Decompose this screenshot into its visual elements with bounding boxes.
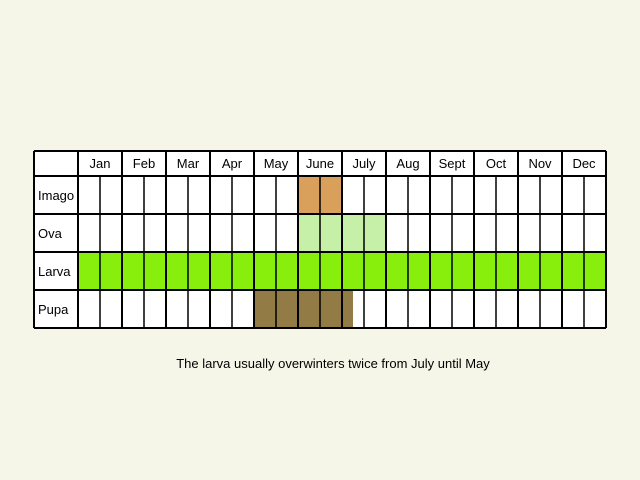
stage-label: Ova bbox=[38, 226, 63, 241]
stage-cell-larva bbox=[254, 252, 276, 290]
month-label: June bbox=[306, 156, 334, 171]
stage-label: Pupa bbox=[38, 302, 69, 317]
stage-cell-larva bbox=[276, 252, 298, 290]
month-label: Jan bbox=[90, 156, 111, 171]
month-label: Oct bbox=[486, 156, 507, 171]
stage-cell-imago bbox=[298, 176, 320, 214]
stage-cell-pupa bbox=[276, 290, 298, 328]
month-label: Dec bbox=[572, 156, 596, 171]
month-label: Apr bbox=[222, 156, 243, 171]
stage-cell-larva bbox=[166, 252, 188, 290]
month-label: May bbox=[264, 156, 289, 171]
stage-cell-larva bbox=[540, 252, 562, 290]
stage-cell-ova bbox=[342, 214, 364, 252]
stage-cell-larva bbox=[188, 252, 210, 290]
stage-cell-larva bbox=[518, 252, 540, 290]
stage-cell-larva bbox=[210, 252, 232, 290]
stage-cell-larva bbox=[320, 252, 342, 290]
stage-cell-larva bbox=[364, 252, 386, 290]
stage-cell-pupa bbox=[320, 290, 342, 328]
stage-cell-ova bbox=[364, 214, 386, 252]
stage-cell-larva bbox=[298, 252, 320, 290]
stage-cell-imago bbox=[320, 176, 342, 214]
stage-cell-ova bbox=[320, 214, 342, 252]
stage-cell-larva bbox=[584, 252, 606, 290]
stage-cell-larva bbox=[100, 252, 122, 290]
stage-cell-larva bbox=[78, 252, 100, 290]
stage-cell-pupa bbox=[254, 290, 276, 328]
stage-cell-larva bbox=[386, 252, 408, 290]
month-label: Feb bbox=[133, 156, 155, 171]
stage-cell-larva bbox=[122, 252, 144, 290]
stage-cell-larva bbox=[144, 252, 166, 290]
stage-cell-larva bbox=[496, 252, 518, 290]
stage-cell-ova bbox=[298, 214, 320, 252]
stage-cell-larva bbox=[474, 252, 496, 290]
stage-cell-larva bbox=[452, 252, 474, 290]
stage-cell-larva bbox=[430, 252, 452, 290]
stage-cell-larva bbox=[562, 252, 584, 290]
stage-label: Larva bbox=[38, 264, 71, 279]
month-label: Nov bbox=[528, 156, 552, 171]
stage-cell-pupa bbox=[298, 290, 320, 328]
stage-cell-partial-pupa bbox=[342, 290, 353, 328]
stage-cell-larva bbox=[408, 252, 430, 290]
stage-cell-larva bbox=[232, 252, 254, 290]
month-label: Mar bbox=[177, 156, 200, 171]
stage-cell-larva bbox=[342, 252, 364, 290]
month-label: Sept bbox=[439, 156, 466, 171]
stage-label: Imago bbox=[38, 188, 74, 203]
chart-caption: The larva usually overwinters twice from… bbox=[176, 356, 490, 371]
month-label: July bbox=[352, 156, 376, 171]
month-label: Aug bbox=[396, 156, 419, 171]
